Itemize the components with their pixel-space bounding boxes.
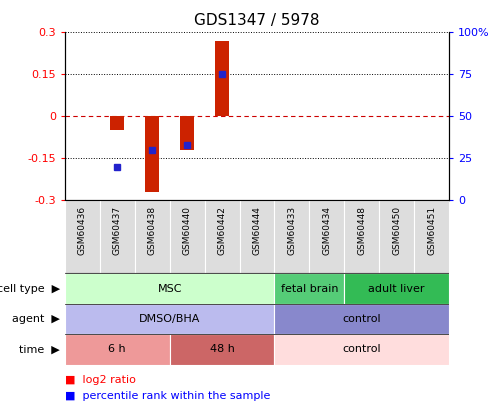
Text: adult liver: adult liver: [368, 284, 425, 294]
Bar: [240, 200, 274, 273]
Bar: [170, 200, 205, 273]
Bar: [344, 273, 449, 304]
Bar: [170, 334, 274, 364]
Bar: [180, 117, 194, 150]
Text: GSM60448: GSM60448: [357, 206, 366, 255]
Bar: [145, 117, 159, 192]
Text: GSM60433: GSM60433: [287, 206, 296, 256]
Bar: [274, 334, 449, 364]
Bar: [274, 273, 344, 304]
Text: DMSO/BHA: DMSO/BHA: [139, 314, 200, 324]
Text: GSM60450: GSM60450: [392, 206, 401, 256]
Text: ■  log2 ratio: ■ log2 ratio: [65, 375, 136, 385]
Text: GSM60442: GSM60442: [218, 206, 227, 255]
Text: GSM60440: GSM60440: [183, 206, 192, 255]
Bar: [274, 304, 449, 334]
Bar: [110, 117, 124, 130]
Bar: [205, 200, 240, 273]
Text: control: control: [342, 344, 381, 354]
Title: GDS1347 / 5978: GDS1347 / 5978: [194, 13, 320, 28]
Text: GSM60451: GSM60451: [427, 206, 436, 256]
Text: control: control: [342, 314, 381, 324]
Bar: [65, 200, 100, 273]
Text: MSC: MSC: [157, 284, 182, 294]
Bar: [65, 304, 274, 334]
Text: 6 h: 6 h: [108, 344, 126, 354]
Bar: [65, 273, 274, 304]
Bar: [414, 200, 449, 273]
Bar: [65, 334, 170, 364]
Text: ■  percentile rank within the sample: ■ percentile rank within the sample: [65, 391, 270, 401]
Text: time  ▶: time ▶: [19, 344, 60, 354]
Text: fetal brain: fetal brain: [280, 284, 338, 294]
Bar: [100, 200, 135, 273]
Bar: [274, 200, 309, 273]
Text: 48 h: 48 h: [210, 344, 235, 354]
Bar: [379, 200, 414, 273]
Bar: [135, 200, 170, 273]
Text: GSM60437: GSM60437: [113, 206, 122, 256]
Bar: [215, 41, 229, 117]
Text: agent  ▶: agent ▶: [12, 314, 60, 324]
Text: cell type  ▶: cell type ▶: [0, 284, 60, 294]
Bar: [344, 200, 379, 273]
Text: GSM60434: GSM60434: [322, 206, 331, 255]
Text: GSM60438: GSM60438: [148, 206, 157, 256]
Bar: [309, 200, 344, 273]
Text: GSM60444: GSM60444: [252, 206, 261, 255]
Text: GSM60436: GSM60436: [78, 206, 87, 256]
